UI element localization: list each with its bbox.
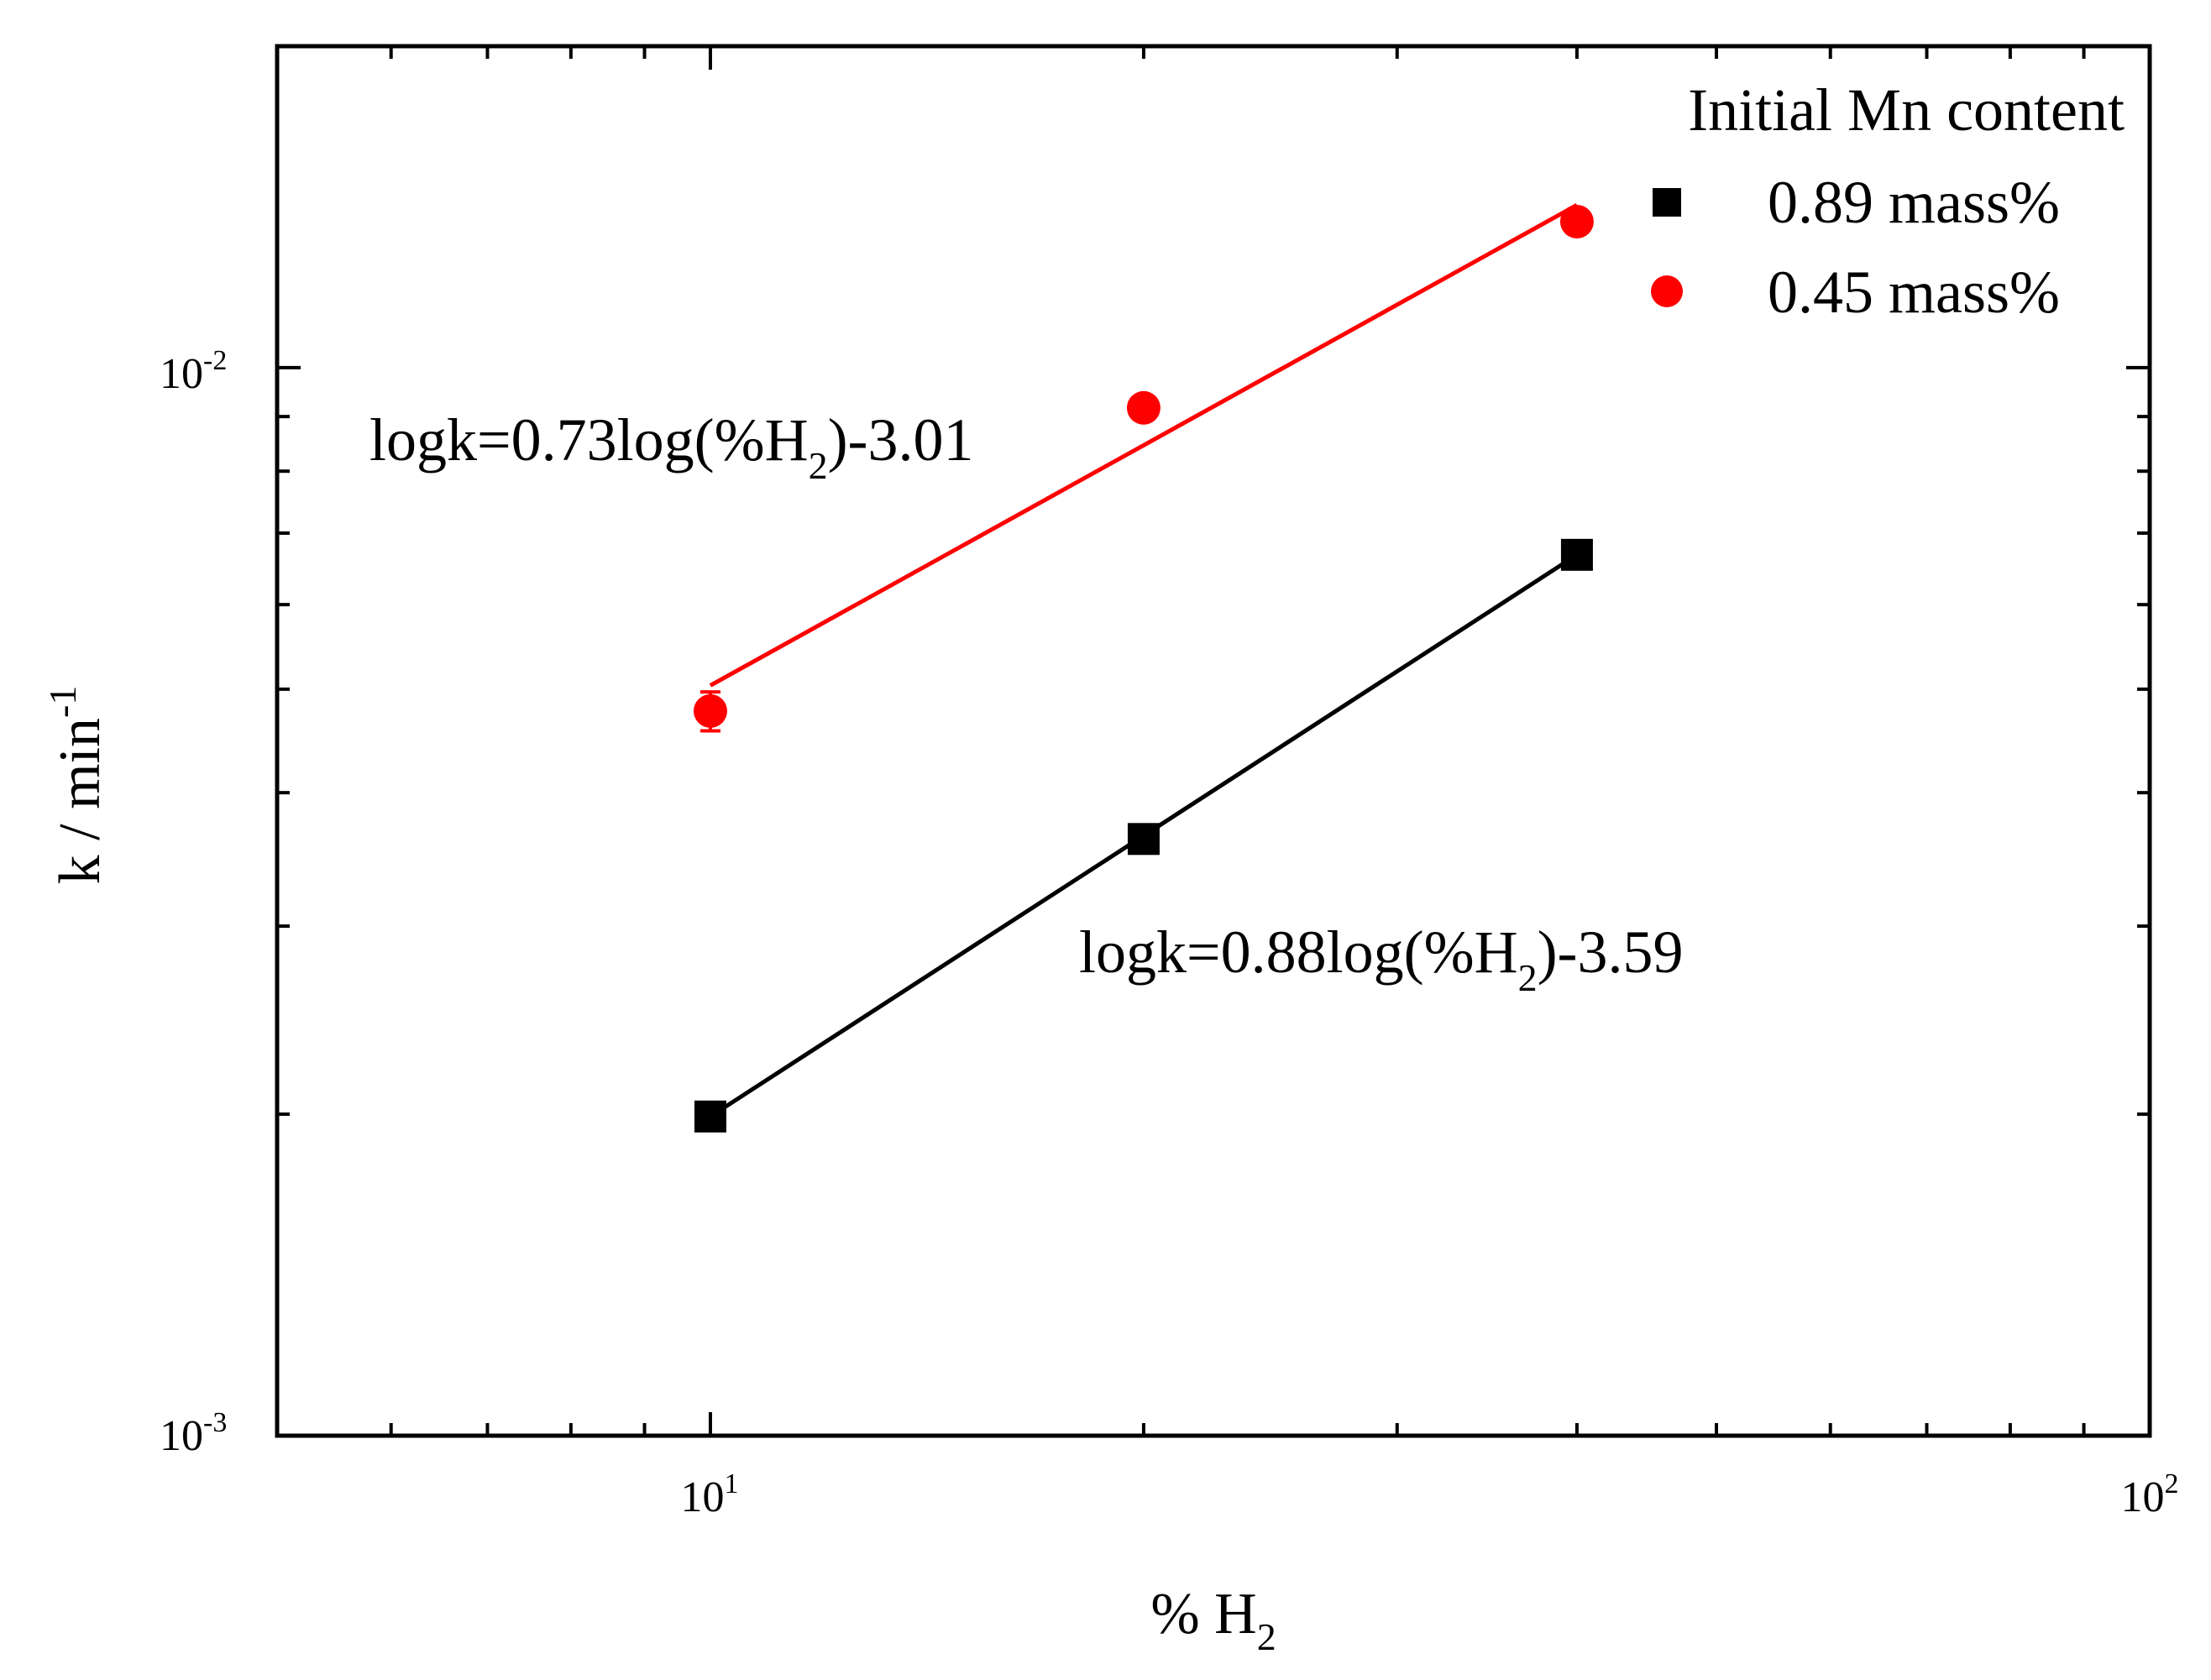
x-axis-title: % H2 [1150, 1582, 1276, 1658]
x-tick-exp-100: 2 [2165, 1468, 2179, 1499]
data-point-circle [1126, 390, 1161, 425]
x-minor-ticks [389, 46, 2086, 1436]
x-tick-label-10: 101 [681, 1468, 739, 1521]
legend: Initial Mn content 0.89 mass% 0.45 mass% [1651, 76, 2125, 326]
markers [693, 205, 1594, 1133]
plot-frame [275, 44, 2152, 1438]
data-point-square [1127, 823, 1160, 856]
y-minor-ticks [277, 415, 2150, 1117]
fit-line-0.45 [709, 203, 1579, 688]
legend-title: Initial Mn content [1688, 76, 2125, 144]
data-point-square [694, 1100, 726, 1133]
equation-0.89: logk=0.88log(%H2)-3.59 [1079, 919, 1684, 999]
error-bars [699, 216, 1587, 733]
y-tick-label-1e-3: 10-3 [160, 1407, 227, 1460]
y-axis-title: k / min-1 [41, 686, 113, 885]
y-tick-exp-1e-3: -3 [203, 1407, 227, 1438]
legend-label-0.89: 0.89 mass% [1768, 169, 2060, 236]
legend-marker-circle [1651, 275, 1683, 307]
legend-label-0.45: 0.45 mass% [1768, 259, 2060, 326]
x-tick-label-100: 102 [2121, 1468, 2179, 1521]
data-point-circle [1559, 205, 1594, 239]
legend-marker-square [1653, 188, 1681, 217]
y-tick-label-1e-2: 10-2 [160, 345, 227, 398]
data-point-square [1560, 538, 1593, 571]
y-tick-exp-1e-2: -2 [203, 345, 227, 376]
equation-0.45: logk=0.73log(%H2)-3.01 [369, 406, 974, 487]
data-point-circle [693, 693, 727, 728]
x-tick-exp-10: 1 [725, 1468, 739, 1499]
